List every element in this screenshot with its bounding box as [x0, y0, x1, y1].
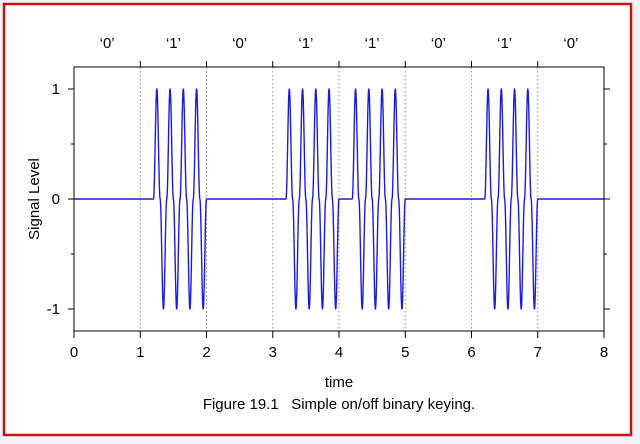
bit-label: ‘0’ [232, 35, 247, 52]
x-tick-label: 3 [269, 344, 277, 361]
signal-series [73, 88, 605, 310]
signal-line [73, 88, 605, 310]
x-tick-label: 7 [534, 344, 542, 361]
x-tick-label: 4 [335, 344, 343, 361]
bit-label: ‘1’ [365, 35, 380, 52]
bit-label: ‘0’ [100, 35, 115, 52]
bit-label: ‘0’ [431, 35, 446, 52]
x-tick-label: 2 [202, 344, 210, 361]
y-tick-label: 1 [52, 81, 60, 98]
x-axis-ticks: 0 1 2 3 4 5 6 7 8 [70, 61, 608, 361]
x-tick-label: 8 [600, 344, 608, 361]
bit-label: ‘1’ [497, 35, 512, 52]
y-tick-label: 0 [52, 191, 60, 208]
y-tick-label: -1 [47, 301, 60, 318]
x-tick-label: 0 [70, 344, 78, 361]
y-axis-label: Signal Level [26, 158, 43, 240]
y-axis-ticks: 1 0 -1 [47, 81, 610, 318]
bit-label: ‘0’ [563, 35, 578, 52]
x-axis-label: time [325, 374, 353, 391]
x-tick-label: 1 [136, 344, 144, 361]
bit-labels: ‘0’ ‘1’ ‘0’ ‘1’ ‘1’ ‘0’ ‘1’ ‘0’ [100, 35, 579, 52]
bit-label: ‘1’ [166, 35, 181, 52]
figure-caption: Figure 19.1 Simple on/off binary keying. [203, 396, 475, 413]
bit-label: ‘1’ [298, 35, 313, 52]
figure-border [2, 2, 633, 437]
x-tick-label: 6 [467, 344, 475, 361]
x-tick-label: 5 [401, 344, 409, 361]
